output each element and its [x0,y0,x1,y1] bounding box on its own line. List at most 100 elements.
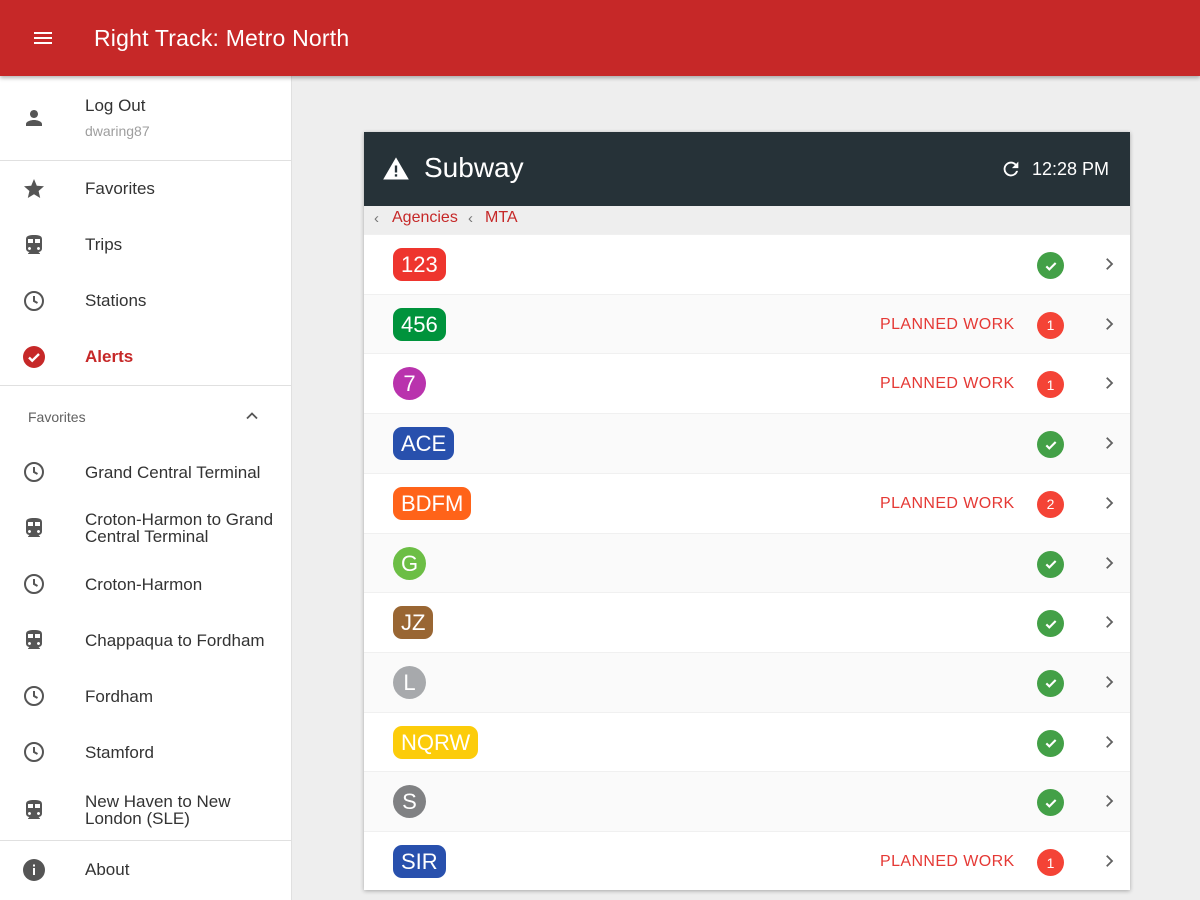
chevron-right-icon [1106,855,1114,867]
sidebar: Log Out dwaring87 Favorites Trips Statio… [0,76,292,900]
favorite-item[interactable]: Chappaqua to Fordham [0,612,292,668]
logout-item[interactable]: Log Out dwaring87 [0,76,292,160]
favorite-label: Grand Central Terminal [85,463,261,482]
breadcrumb-mta[interactable]: MTA [485,209,518,226]
favorite-label: Croton-Harmon to Grand Central Terminal [85,510,274,546]
status-ok-icon [1037,431,1064,459]
star-icon [21,176,47,202]
info-icon [21,857,47,883]
planned-work-label: PLANNED WORK [880,494,1015,512]
sidebar-item-favorites[interactable]: Favorites [0,161,292,217]
planned-work-label: PLANNED WORK [880,315,1015,333]
subway-line-row[interactable]: BDFM PLANNED WORK 2 [364,472,1130,533]
subway-line-row[interactable]: 123 [364,234,1130,294]
check-circle-icon [21,344,47,370]
line-badge: 123 [393,248,446,281]
chevron-right-icon [1106,676,1114,688]
status-ok-icon [1037,789,1064,817]
favorite-label: New Haven to New London (SLE) [85,792,231,828]
subway-line-row[interactable]: 456 PLANNED WORK 1 [364,293,1130,354]
favorite-label: Fordham [85,687,154,706]
divider [0,385,292,386]
favorite-item[interactable]: Grand Central Terminal [0,444,292,500]
clock-icon [21,571,47,597]
person-icon [21,105,47,131]
chevron-right-icon [1106,377,1114,390]
alert-count-badge: 1 [1037,311,1064,339]
line-badge: SIR [393,845,446,878]
subway-line-row[interactable]: JZ [364,592,1130,652]
train-icon [21,515,47,541]
app-bar: Right Track: Metro North [0,0,1200,76]
line-badge: G [393,546,426,580]
warning-icon [383,157,409,180]
hamburger-icon [34,32,52,44]
status-ok-icon [1037,669,1064,697]
sidebar-item-stations[interactable]: Stations [0,273,292,329]
sidebar-item-label: Stations [85,291,147,310]
line-badge: BDFM [393,486,472,520]
line-badge: L [393,665,426,699]
card-title: Subway [424,152,524,183]
subway-line-row[interactable]: ACE [364,413,1130,474]
subway-line-row[interactable]: S [364,771,1130,832]
train-icon [21,232,47,258]
chevron-right-icon [1106,556,1114,569]
subway-line-row[interactable]: SIR PLANNED WORK 1 [364,831,1130,891]
chevron-right-icon [1106,437,1114,449]
last-updated-time: 12:28 PM [1032,159,1110,179]
favorite-item[interactable]: Croton-Harmon to Grand Central Terminal [0,500,292,556]
train-icon [21,797,47,823]
subway-line-row[interactable]: 7 PLANNED WORK 1 [364,353,1130,413]
status-ok-icon [1037,729,1064,757]
sidebar-item-alerts[interactable]: Alerts [0,329,292,385]
subway-line-row[interactable]: L [364,651,1130,712]
breadcrumb-agencies[interactable]: Agencies [392,209,458,226]
line-badge: ACE [393,427,455,461]
chevron-left-icon: ‹ [374,210,379,227]
sidebar-item-trips[interactable]: Trips [0,217,292,273]
sidebar-item-label: Trips [85,235,123,254]
menu-button[interactable] [0,0,86,76]
status-ok-icon [1037,610,1064,638]
clock-icon [21,459,47,485]
app-title: Right Track: Metro North [94,24,350,51]
status-ok-icon [1037,252,1064,279]
sidebar-item-about[interactable]: About [0,841,292,900]
clock-icon [21,683,47,709]
favorite-item[interactable]: New Haven to New London (SLE) [0,780,292,840]
line-badge: S [393,785,426,819]
chevron-right-icon [1106,795,1114,808]
sidebar-item-label: Alerts [85,347,134,366]
collapse-favorites-button[interactable] [240,404,264,428]
clock-icon [21,288,47,314]
favorites-section-header: Favorites [28,409,86,425]
chevron-right-icon [1106,616,1114,629]
favorite-item[interactable]: Stamford [0,724,292,780]
favorite-item[interactable]: Fordham [0,668,292,724]
alert-count-badge: 2 [1037,490,1064,518]
train-icon [21,627,47,653]
divider [0,840,292,841]
status-ok-icon [1037,550,1064,578]
refresh-icon[interactable] [1000,158,1022,180]
sidebar-item-label: About [85,860,130,879]
favorite-label: Chappaqua to Fordham [85,631,265,650]
chevron-left-icon: ‹ [468,210,473,227]
chevron-right-icon [1106,258,1114,270]
subway-line-row[interactable]: NQRW [364,711,1130,772]
card-header: Subway 12:28 PM [364,132,1130,206]
sidebar-item-label: Favorites [85,179,155,198]
line-badge: 456 [393,307,446,341]
favorite-label: Croton-Harmon [85,575,203,594]
subway-alerts-card: Subway 12:28 PM ‹ Agencies ‹ MTA 123 456 P… [364,132,1130,890]
line-badge: 7 [393,367,426,401]
chevron-right-icon [1106,735,1114,748]
favorite-item[interactable]: Croton-Harmon [0,556,292,612]
chevron-right-icon [1106,317,1114,330]
planned-work-label: PLANNED WORK [880,853,1015,870]
subway-line-row[interactable]: G [364,532,1130,593]
breadcrumb: ‹ Agencies ‹ MTA [364,206,1130,234]
line-badge: JZ [393,606,434,640]
divider [0,160,292,161]
